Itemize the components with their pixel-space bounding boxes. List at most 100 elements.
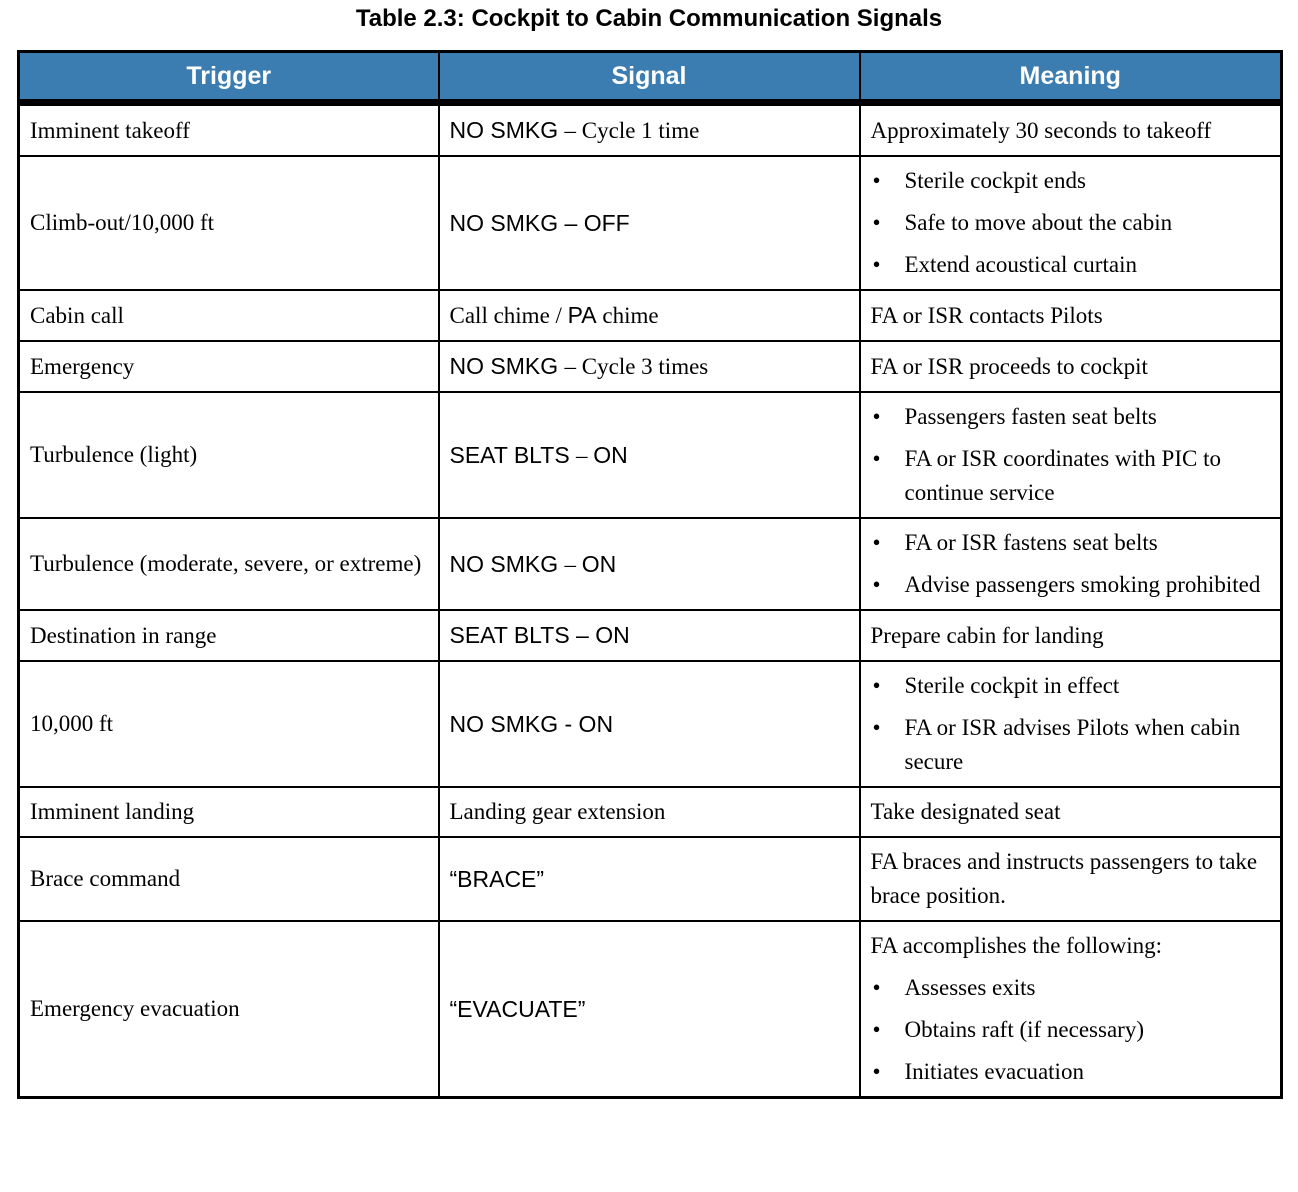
meaning-cell: • Sterile cockpit ends • Safe to move about… xyxy=(858,155,1283,291)
meaning-bullet-list: • Sterile cockpit in effect • FA or ISR adv… xyxy=(871,669,1271,779)
meaning-bullet-item: • FA or ISR fastens seat belts xyxy=(871,526,1271,560)
table-row: Imminent landing Landing gear extension Ta… xyxy=(17,786,1283,838)
trigger-cell: Destination in range xyxy=(17,609,440,662)
meaning-bullet-item: • Obtains raft (if necessary) xyxy=(871,1013,1271,1047)
table-row: Turbulence (moderate, severe, or extreme… xyxy=(17,517,1283,611)
signal-text: PA xyxy=(567,302,597,328)
meaning-bullet-item: • Extend acoustical curtain xyxy=(871,248,1271,282)
signal-text: NO SMKG xyxy=(449,550,565,577)
trigger-cell: Brace command xyxy=(17,836,440,922)
meaning-bullet-item: • Assesses exits xyxy=(871,971,1271,1005)
trigger-cell: 10,000 ft xyxy=(17,660,440,788)
meaning-cell: • Sterile cockpit in effect • FA or ISR adv… xyxy=(858,660,1283,788)
meaning-cell: Prepare cabin for landing xyxy=(858,609,1283,662)
bullet-text: Sterile cockpit in effect xyxy=(904,673,1120,698)
signals-table: Trigger Signal Meaning Imminent takeoff N… xyxy=(17,50,1283,1099)
signal-cell: Call chime / PA chime xyxy=(437,289,861,342)
table-row: Imminent takeoff NO SMKG – Cycle 1 time Ap… xyxy=(17,101,1283,157)
meaning-text: FA braces and instructs passengers to ta… xyxy=(870,849,1258,908)
column-header-trigger: Trigger xyxy=(17,50,440,106)
meaning-text: Prepare cabin for landing xyxy=(870,622,1104,648)
meaning-cell: FA or ISR proceeds to cockpit xyxy=(858,340,1283,393)
signal-text: SEAT BLTS xyxy=(449,441,577,468)
bullet-icon: • xyxy=(872,572,881,597)
meaning-cell: • Passengers fasten seat belts • FA or ISR … xyxy=(858,391,1283,519)
meaning-cell: FA braces and instructs passengers to ta… xyxy=(858,836,1283,922)
meaning-cell: Take designated seat xyxy=(858,786,1283,838)
meaning-cell: Approximately 30 seconds to takeoff xyxy=(858,101,1283,157)
bullet-text: Obtains raft (if necessary) xyxy=(904,1017,1144,1042)
signal-text: Landing gear extension xyxy=(449,799,666,824)
signal-cell: NO SMKG – Cycle 3 times xyxy=(437,340,861,393)
bullet-text: Advise passengers smoking prohibited xyxy=(904,572,1261,597)
signal-cell: Landing gear extension xyxy=(437,786,861,838)
signal-text: – Cycle 3 times xyxy=(564,354,709,379)
signal-text: chime xyxy=(596,303,659,328)
bullet-icon: • xyxy=(872,446,881,471)
bullet-icon: • xyxy=(872,168,881,193)
column-header-meaning: Meaning xyxy=(858,50,1283,106)
table-row: Emergency NO SMKG – Cycle 3 times FA or IS… xyxy=(17,340,1283,393)
trigger-cell: Emergency evacuation xyxy=(17,920,440,1099)
bullet-icon: • xyxy=(872,975,881,1000)
signal-text: SEAT BLTS – ON xyxy=(449,622,630,648)
table-row: 10,000 ft NO SMKG - ON • Sterile cockpit in… xyxy=(17,660,1283,788)
meaning-bullet-item: • Initiates evacuation xyxy=(871,1055,1271,1089)
meaning-cell: FA accomplishes the following: • Assesses … xyxy=(858,920,1283,1099)
signal-text: – Cycle 1 time xyxy=(564,118,700,143)
bullet-icon: • xyxy=(872,530,881,555)
signal-text: – xyxy=(564,551,582,577)
meaning-bullet-item: • Passengers fasten seat belts xyxy=(871,400,1271,434)
signal-text: NO SMKG – OFF xyxy=(449,209,630,236)
table-header: Trigger Signal Meaning xyxy=(17,50,1283,106)
meaning-intro: FA accomplishes the following: xyxy=(870,933,1163,958)
signal-cell: NO SMKG - ON xyxy=(437,660,861,788)
bullet-text: Initiates evacuation xyxy=(904,1059,1084,1084)
signal-cell: “EVACUATE” xyxy=(437,920,861,1099)
trigger-cell: Imminent takeoff xyxy=(17,101,440,157)
meaning-cell: FA or ISR contacts Pilots xyxy=(858,289,1283,342)
meaning-bullet-list: • Sterile cockpit ends • Safe to move about… xyxy=(871,164,1271,282)
meaning-text: Approximately 30 seconds to takeoff xyxy=(870,117,1212,143)
bullet-icon: • xyxy=(872,1017,881,1042)
bullet-text: FA or ISR coordinates with PIC to contin… xyxy=(904,446,1221,505)
trigger-cell: Turbulence (light) xyxy=(17,391,440,519)
bullet-text: FA or ISR advises Pilots when cabin secu… xyxy=(904,715,1241,774)
table-row: Cabin call Call chime / PA chime FA or ISR… xyxy=(17,289,1283,342)
signal-text: “BRACE” xyxy=(449,865,545,892)
signal-cell: “BRACE” xyxy=(437,836,861,922)
meaning-bullet-list: • Assesses exits • Obtains raft (if necessa… xyxy=(871,971,1271,1089)
signal-cell: NO SMKG – OFF xyxy=(437,155,861,291)
column-header-signal: Signal xyxy=(437,50,861,106)
meaning-text: FA or ISR contacts Pilots xyxy=(870,302,1103,328)
signal-cell: NO SMKG – ON xyxy=(437,517,861,611)
trigger-cell: Turbulence (moderate, severe, or extreme… xyxy=(17,517,440,611)
table-row: Climb-out/10,000 ft NO SMKG – OFF • Sterile… xyxy=(17,155,1283,291)
signal-text: – xyxy=(576,442,594,468)
meaning-bullet-list: • FA or ISR fastens seat belts • Advise pas… xyxy=(871,526,1271,602)
table-row: Emergency evacuation “EVACUATE” FA accompl… xyxy=(17,920,1283,1099)
meaning-bullet-item: • Safe to move about the cabin xyxy=(871,206,1271,240)
bullet-text: Passengers fasten seat belts xyxy=(904,404,1157,429)
meaning-bullet-list: • Passengers fasten seat belts • FA or ISR … xyxy=(871,400,1271,510)
bullet-text: Assesses exits xyxy=(904,975,1036,1000)
bullet-icon: • xyxy=(872,1059,881,1084)
bullet-icon: • xyxy=(872,404,881,429)
signal-text: ON xyxy=(593,441,628,468)
bullet-icon: • xyxy=(872,715,881,740)
bullet-text: FA or ISR fastens seat belts xyxy=(904,530,1158,555)
signal-text: ON xyxy=(581,550,617,577)
bullet-icon: • xyxy=(872,210,881,235)
meaning-text: FA or ISR proceeds to cockpit xyxy=(870,353,1148,379)
bullet-text: Safe to move about the cabin xyxy=(904,210,1173,235)
trigger-cell: Cabin call xyxy=(17,289,440,342)
table-row: Turbulence (light) SEAT BLTS – ON • Passeng… xyxy=(17,391,1283,519)
signal-cell: SEAT BLTS – ON xyxy=(437,609,861,662)
signal-text: Call chime / xyxy=(449,303,568,328)
signal-text: “EVACUATE” xyxy=(449,995,586,1022)
table-caption: Table 2.3: Cockpit to Cabin Communicatio… xyxy=(355,5,943,32)
table-row: Brace command “BRACE” FA braces and instru… xyxy=(17,836,1283,922)
bullet-icon: • xyxy=(872,673,881,698)
header-row: Trigger Signal Meaning xyxy=(17,50,1283,106)
